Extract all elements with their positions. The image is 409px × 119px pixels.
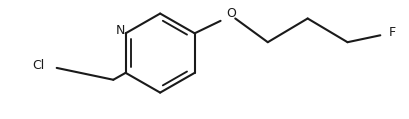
Text: N: N (116, 25, 125, 37)
Text: O: O (226, 7, 236, 20)
Text: F: F (388, 26, 395, 39)
Text: Cl: Cl (32, 59, 44, 72)
